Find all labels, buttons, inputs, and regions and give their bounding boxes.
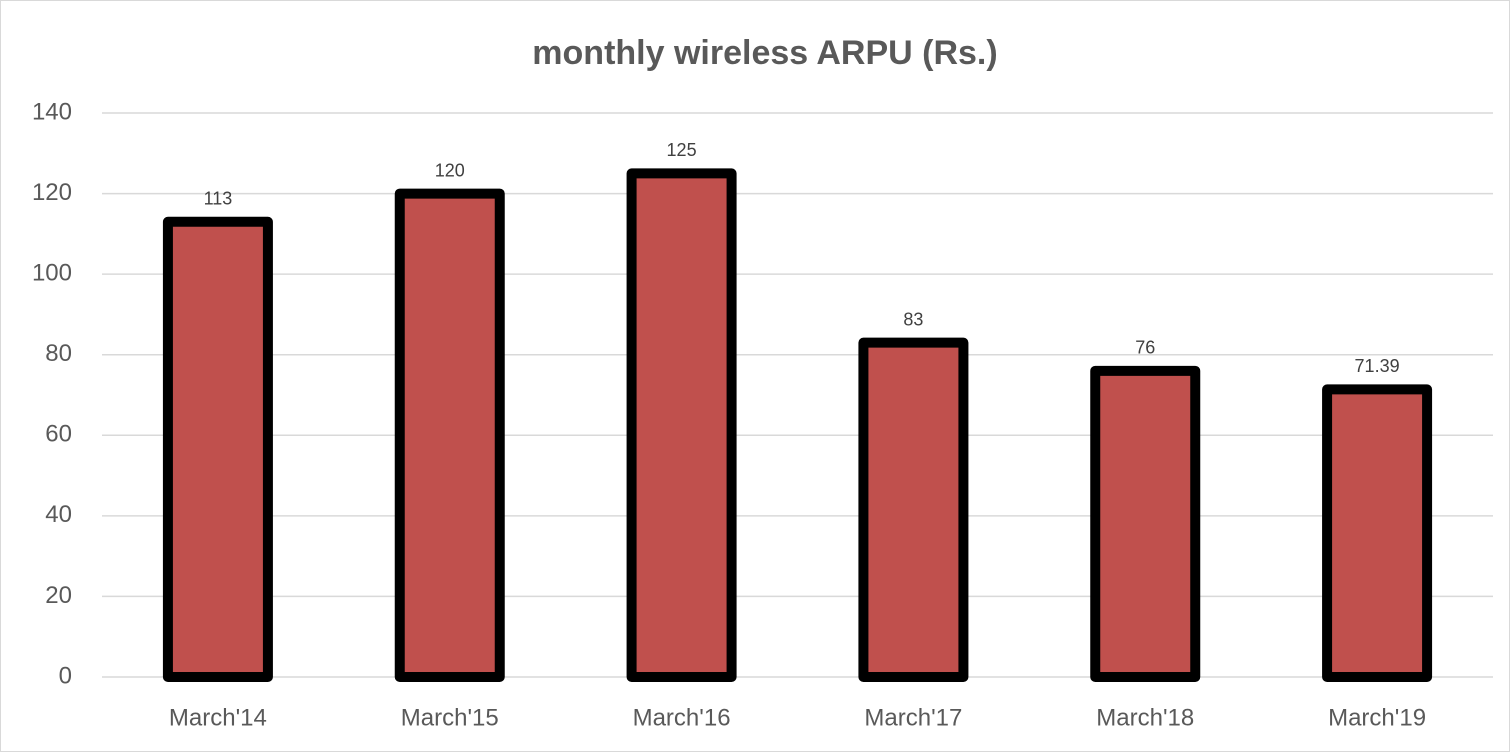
value-label: 76	[1135, 338, 1155, 358]
x-tick-label: March'14	[169, 704, 267, 731]
x-tick-label: March'17	[864, 704, 962, 731]
bar	[1322, 384, 1433, 682]
bar	[858, 337, 969, 682]
x-tick-label: March'16	[633, 704, 731, 731]
x-tick-label: March'15	[401, 704, 499, 731]
bar	[626, 168, 737, 683]
y-tick-label: 60	[45, 421, 72, 448]
value-label: 83	[903, 309, 923, 329]
y-tick-label: 100	[32, 259, 72, 286]
bar	[1090, 365, 1201, 682]
y-tick-label: 140	[32, 98, 72, 125]
x-tick-label: March'18	[1096, 704, 1194, 731]
bar	[162, 216, 273, 682]
value-label: 71.39	[1355, 356, 1400, 376]
value-label: 113	[204, 189, 233, 209]
y-tick-label: 20	[45, 582, 72, 609]
y-tick-label: 120	[32, 179, 72, 206]
chart-title: monthly wireless ARPU (Rs.)	[532, 34, 997, 72]
bar	[394, 188, 505, 682]
value-label: 120	[435, 160, 465, 180]
y-tick-label: 80	[45, 340, 72, 367]
value-label: 125	[667, 140, 697, 160]
y-tick-label: 40	[45, 501, 72, 528]
x-tick-label: March'19	[1328, 704, 1426, 731]
y-tick-label: 0	[59, 662, 72, 689]
